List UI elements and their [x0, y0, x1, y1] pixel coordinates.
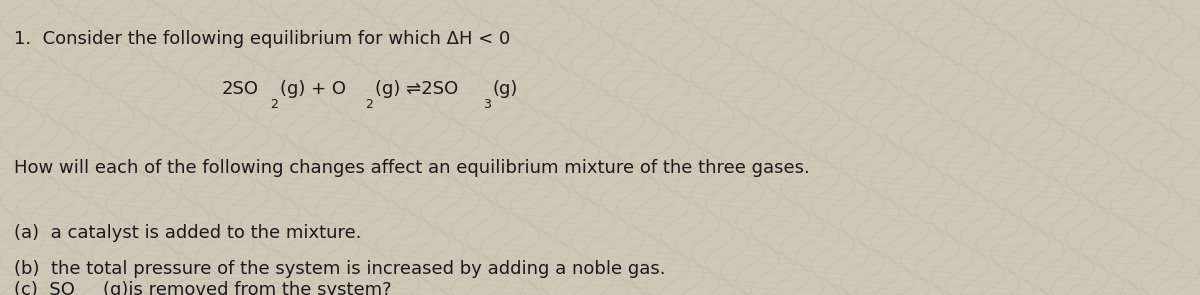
Text: (g)is removed from the system?: (g)is removed from the system? [103, 281, 391, 295]
Text: 2: 2 [365, 98, 373, 111]
Text: (b)  the total pressure of the system is increased by adding a noble gas.: (b) the total pressure of the system is … [14, 260, 666, 278]
Text: 1.  Consider the following equilibrium for which ΔH < 0: 1. Consider the following equilibrium fo… [14, 30, 511, 47]
Text: (g) ⇌2SO: (g) ⇌2SO [376, 81, 458, 99]
Text: (c)  SO: (c) SO [14, 281, 76, 295]
Text: (a)  a catalyst is added to the mixture.: (a) a catalyst is added to the mixture. [14, 224, 362, 242]
Text: 2SO: 2SO [222, 81, 259, 99]
Text: 2: 2 [270, 98, 277, 111]
Text: (g): (g) [493, 81, 518, 99]
Text: (g) + O: (g) + O [280, 81, 346, 99]
Text: How will each of the following changes affect an equilibrium mixture of the thre: How will each of the following changes a… [14, 159, 810, 177]
Text: 3: 3 [482, 98, 491, 111]
